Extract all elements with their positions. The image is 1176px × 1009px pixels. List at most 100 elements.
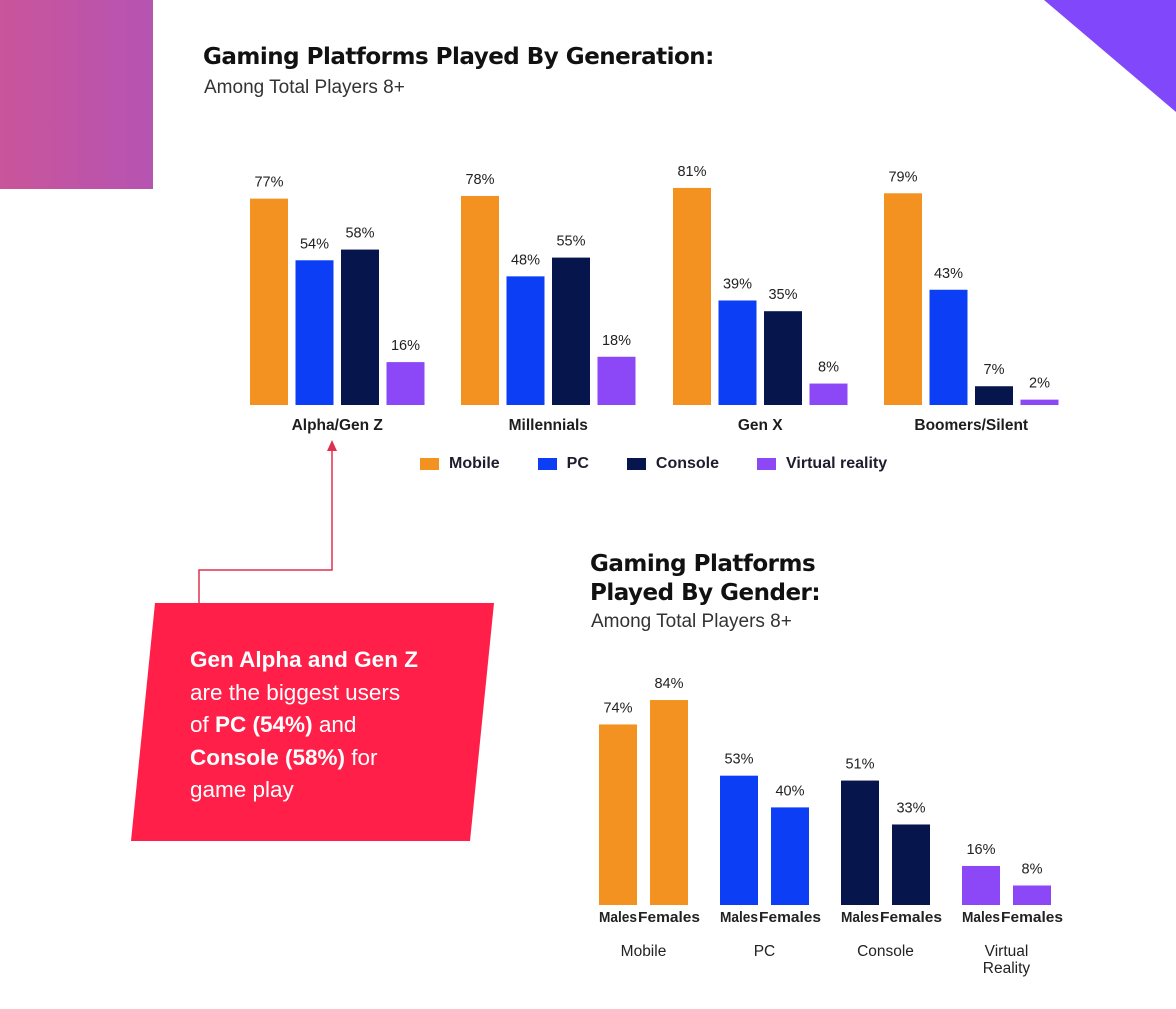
subcategory-label-console-females: Females (880, 910, 942, 926)
data-label-gen-x-pc: 39% (723, 276, 752, 292)
subcategory-label-mobile-males: Males (599, 910, 637, 926)
bar-virtual-reality-males (962, 865, 1000, 905)
data-label-gen-x-console: 35% (768, 287, 797, 303)
data-label-console-females: 33% (896, 800, 925, 816)
callout-line3-post: and (312, 712, 357, 737)
data-label-gen-x-vr: 8% (818, 360, 839, 376)
callout-text: Gen Alpha and Gen Z are the biggest user… (190, 644, 480, 807)
legend-item-console: Console (626, 455, 720, 473)
bar-boomers-silent-pc (929, 289, 968, 405)
bar-millennials-pc (506, 276, 545, 405)
data-label-millennials-mobile: 78% (465, 172, 494, 188)
data-label-mobile-females: 84% (654, 676, 683, 692)
callout-line5: game play (190, 777, 294, 802)
data-label-virtual-reality-females: 8% (1022, 861, 1043, 877)
generation-chart-subtitle: Among Total Players 8+ (204, 77, 405, 98)
bar-mobile-females (650, 700, 688, 905)
data-label-alpha-gen-z-vr: 16% (391, 338, 420, 354)
category-label-console: Console (857, 943, 914, 960)
subcategory-label-mobile-females: Females (638, 910, 700, 926)
bar-alpha-gen-z-pc (295, 260, 334, 405)
data-label-pc-females: 40% (775, 783, 804, 799)
bar-alpha-gen-z-mobile (250, 198, 288, 405)
callout-connector-line (198, 448, 333, 603)
bar-gen-x-console (764, 311, 802, 405)
decorative-gradient-block (0, 0, 153, 189)
category-label-millennials: Millennials (509, 417, 588, 434)
category-label-gen-x: Gen X (738, 417, 783, 434)
data-label-pc-males: 53% (724, 752, 753, 768)
data-label-virtual-reality-males: 16% (966, 842, 995, 858)
legend-swatch-vr (757, 458, 777, 470)
callout-line2: are the biggest users (190, 679, 401, 705)
arrowhead-up-icon (327, 440, 337, 451)
bar-alpha-gen-z-console (341, 249, 379, 405)
callout-connector-arrow (198, 440, 337, 603)
gender-chart-title-line2: Played By Gender: (590, 580, 821, 606)
subcategory-label-pc-males: Males (720, 910, 758, 926)
bar-console-males (841, 780, 879, 905)
bar-millennials-mobile (461, 195, 499, 405)
callout-line3-pre: of (190, 712, 216, 737)
legend-swatch-console (626, 458, 646, 470)
category-label-boomers-silent: Boomers/Silent (914, 417, 1028, 434)
bar-boomers-silent-console (975, 386, 1013, 405)
subcategory-label-console-males: Males (841, 910, 879, 926)
bar-gen-x-mobile (673, 187, 711, 405)
legend-item-pc: PC (537, 455, 589, 473)
bar-millennials-console (552, 257, 590, 405)
data-label-console-males: 51% (845, 757, 874, 773)
legend-item-vr: Virtual reality (757, 455, 887, 473)
legend-swatch-pc (537, 458, 557, 470)
category-label-mobile: Mobile (621, 943, 667, 960)
legend-label-vr: Virtual reality (786, 455, 888, 472)
legend-item-mobile: Mobile (420, 455, 500, 473)
subcategory-label-pc-females: Females (759, 910, 821, 926)
bar-mobile-males (599, 724, 637, 905)
callout-line4-bold: Console (58%) (190, 744, 346, 770)
bar-alpha-gen-z-vr (386, 362, 425, 405)
subcategory-label-virtual-reality-females: Females (1001, 910, 1063, 926)
bar-pc-males (720, 775, 758, 905)
generation-chart-title: Gaming Platforms Played By Generation: (203, 44, 714, 70)
gender-chart-title-line1: Gaming Platforms (590, 551, 816, 577)
bar-pc-females (771, 807, 809, 905)
bar-millennials-vr (597, 356, 636, 405)
legend-label-mobile: Mobile (449, 455, 500, 472)
gender-chart-subtitle: Among Total Players 8+ (591, 611, 792, 632)
data-label-gen-x-mobile: 81% (677, 164, 706, 180)
bar-boomers-silent-mobile (884, 193, 922, 405)
data-label-millennials-vr: 18% (602, 333, 631, 349)
gender-chart-title: Gaming Platforms Played By Gender: (590, 550, 821, 608)
legend-swatch-mobile (420, 458, 439, 470)
callout-box (131, 603, 494, 841)
bar-gen-x-pc (718, 300, 757, 405)
generation-chart-legend: Mobile PC Console Virtual reality (420, 455, 925, 473)
legend-label-console: Console (655, 455, 720, 472)
data-label-alpha-gen-z-pc: 54% (300, 236, 329, 252)
callout-line4-post: for (345, 744, 378, 770)
category-label-virtual-reality-line2: Reality (983, 960, 1031, 977)
data-label-boomers-silent-vr: 2% (1029, 376, 1050, 392)
generation-bar-chart: 77% 54% 58% 16% Alpha/Gen Z 78% 48% 55% 18% Mille… (250, 164, 1059, 434)
category-label-virtual-reality: Virtual (985, 943, 1029, 960)
legend-label-pc: PC (566, 455, 589, 472)
data-label-millennials-pc: 48% (511, 252, 540, 268)
category-label-alpha-gen-z: Alpha/Gen Z (292, 417, 384, 434)
bar-virtual-reality-females (1013, 885, 1051, 905)
data-label-millennials-console: 55% (556, 234, 585, 250)
category-label-pc: PC (754, 943, 776, 960)
callout-line3-bold: PC (54%) (215, 712, 313, 737)
data-label-alpha-gen-z-mobile: 77% (254, 175, 283, 191)
bar-gen-x-vr (809, 383, 848, 405)
data-label-mobile-males: 74% (603, 700, 632, 716)
data-label-alpha-gen-z-console: 58% (345, 226, 374, 242)
subcategory-label-virtual-reality-males: Males (962, 910, 1000, 926)
data-label-boomers-silent-pc: 43% (934, 266, 963, 282)
data-label-boomers-silent-console: 7% (984, 362, 1005, 378)
bar-console-females (892, 824, 930, 905)
bar-boomers-silent-vr (1020, 399, 1059, 405)
data-label-boomers-silent-mobile: 79% (888, 169, 917, 185)
callout-line1: Gen Alpha and Gen Z (190, 647, 418, 672)
